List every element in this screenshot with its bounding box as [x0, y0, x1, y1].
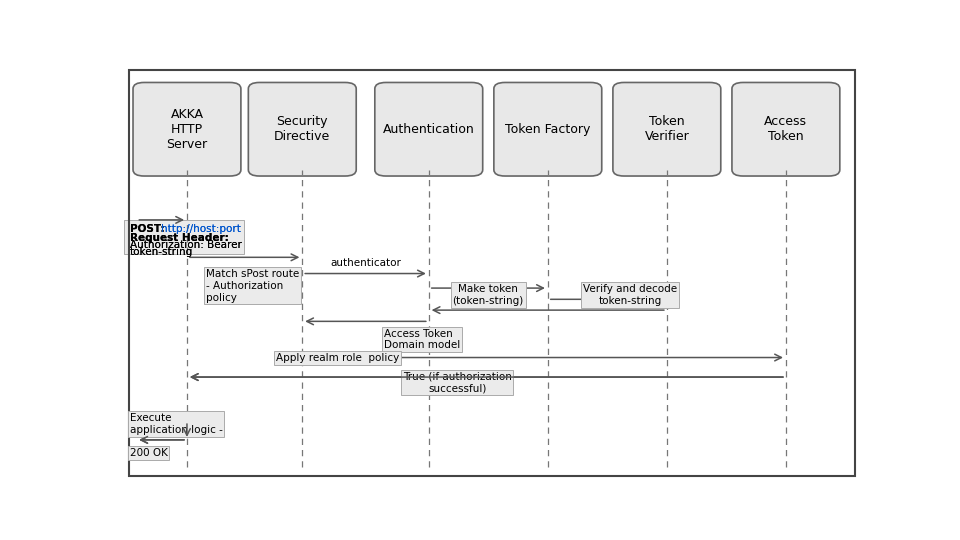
Text: Token Factory: Token Factory [505, 123, 590, 136]
Text: POST:: POST: [130, 224, 168, 234]
Text: Authentication: Authentication [383, 123, 474, 136]
FancyBboxPatch shape [374, 83, 483, 176]
Text: Authorization: Bearer: Authorization: Bearer [130, 240, 242, 250]
FancyBboxPatch shape [493, 83, 602, 176]
Text: token-string: token-string [130, 247, 193, 257]
Text: Verify and decode
token-string: Verify and decode token-string [583, 285, 677, 306]
FancyBboxPatch shape [124, 220, 244, 254]
Text: Request Header:: Request Header: [130, 233, 228, 243]
Text: Token
Verifier: Token Verifier [644, 115, 689, 143]
Text: Authorization: Bearer: Authorization: Bearer [130, 240, 242, 250]
Text: Security
Directive: Security Directive [275, 115, 330, 143]
Text: http://host:port: http://host:port [161, 224, 241, 234]
FancyBboxPatch shape [612, 83, 721, 176]
Text: Access
Token: Access Token [764, 115, 807, 143]
Text: Match sPost route
- Authorization
policy: Match sPost route - Authorization policy [205, 269, 299, 302]
FancyBboxPatch shape [133, 83, 241, 176]
Text: POST:: POST: [130, 224, 168, 234]
Text: Access Token
Domain model: Access Token Domain model [384, 329, 461, 350]
Text: Make token
(token-string): Make token (token-string) [452, 285, 524, 306]
Text: 200 OK: 200 OK [130, 448, 168, 458]
Text: authenticator: authenticator [330, 258, 401, 268]
Text: Apply realm role  policy: Apply realm role policy [276, 353, 399, 363]
FancyBboxPatch shape [249, 83, 356, 176]
Text: Request Header:: Request Header: [130, 233, 228, 243]
Text: Execute
application logic -: Execute application logic - [130, 413, 223, 435]
Text: AKKA
HTTP
Server: AKKA HTTP Server [166, 108, 207, 151]
FancyBboxPatch shape [732, 83, 840, 176]
Text: http://host:port: http://host:port [161, 224, 241, 234]
Text: token-string: token-string [130, 247, 193, 257]
Text: True (if authorization
successful): True (if authorization successful) [403, 372, 512, 393]
